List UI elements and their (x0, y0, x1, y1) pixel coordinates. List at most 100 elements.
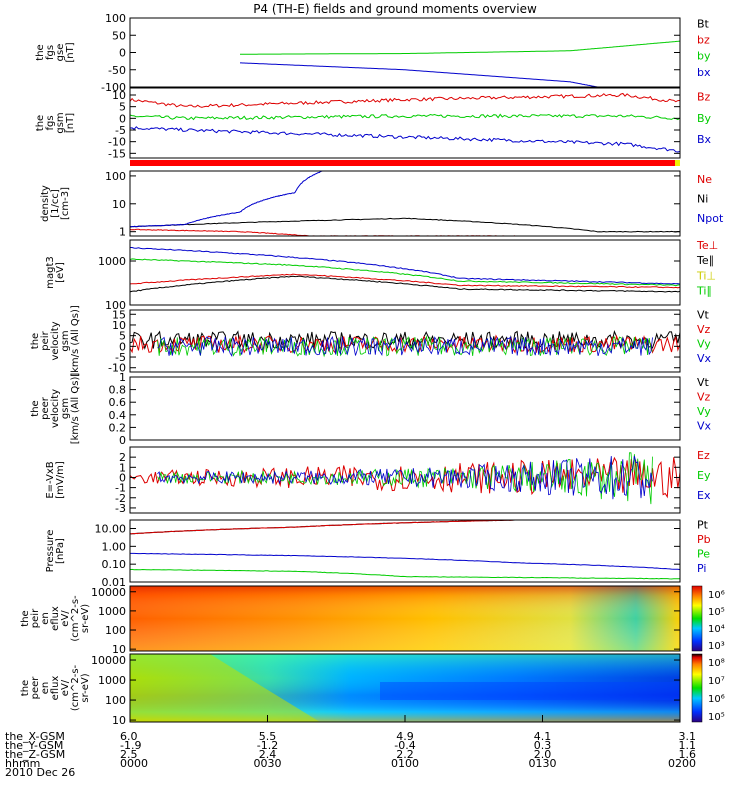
y-axis-label: gse (55, 44, 66, 62)
panel-frame (129, 309, 681, 373)
y-axis-label: the (35, 44, 46, 60)
series-line (129, 456, 681, 499)
legend-entry: Vy (697, 405, 711, 418)
legend-entry: Ti∥ (696, 284, 712, 297)
colorbar-tick-label: 10⁵ (708, 712, 725, 723)
series-line-noise (157, 455, 653, 500)
y-tick-label: 10000 (91, 654, 126, 667)
legend-entry: bx (697, 66, 711, 79)
panel-frame (129, 585, 681, 652)
y-axis-label: en (40, 612, 51, 625)
y-tick-label: 10 (112, 198, 126, 211)
legend-entry: Vy (697, 337, 711, 350)
y-axis-label: [nT] (65, 42, 76, 62)
y-axis-label: eflux (50, 676, 61, 701)
y-tick-label: 100 (105, 12, 126, 25)
series-line (129, 113, 681, 121)
y-tick-label: 0.2 (109, 421, 127, 434)
series-line (129, 126, 681, 153)
y-tick-label: 10 (112, 89, 126, 102)
panel-peer_eflux: 10⁸ 10⁷ 10⁶ 10⁵ 10000 1000 100 10 the peer en eflux… (20, 653, 725, 727)
y-tick-label: 100 (105, 170, 126, 183)
x-tick-value: 5.5 (259, 730, 277, 743)
y-axis-label: sr-eV) (80, 604, 91, 633)
heatmap-band-low (380, 682, 680, 700)
x-tick-value: 0.3 (534, 739, 552, 752)
y-axis-label: density (40, 185, 51, 222)
y-tick-label: 50 (112, 29, 126, 42)
y-axis-label: the (30, 333, 41, 349)
y-tick-label: 0.6 (109, 396, 127, 409)
legend-entry: Te∥ (696, 254, 714, 267)
panel-peer_velocity: 10.80.60.40.20 the peer velocity gsm [km/s (A… (30, 371, 712, 447)
legend-entry: Pt (697, 519, 709, 532)
colorbar-peir_eflux (691, 585, 703, 652)
series-line (129, 228, 516, 237)
y-tick-label: 1 (119, 371, 126, 384)
colorbar-tick-label: 10⁶ (708, 590, 725, 601)
y-axis-label: fgs (45, 115, 56, 130)
panel-frame (129, 170, 681, 237)
series-line (129, 92, 681, 108)
legend-entry: Ex (697, 489, 711, 502)
panel-frame (129, 17, 681, 88)
x-tick-value: 0000 (120, 757, 148, 770)
y-tick-label: -5 (115, 124, 126, 137)
y-axis-label: eV/ (60, 679, 71, 696)
x-tick-value: 0200 (668, 757, 696, 770)
y-axis-label: [mV/m] (55, 461, 66, 499)
x-tick-value: 2.4 (259, 748, 277, 761)
y-axis-label: the (30, 400, 41, 416)
y-tick-label: 10 (112, 319, 126, 332)
panel-e_field: 210-1-2-3 E=-VxB [mV/m] Ez Ey Ex (45, 446, 711, 515)
x-axis-row-label: 2010 Dec 26 (5, 766, 75, 779)
colorbar-tick-label: 10⁶ (708, 694, 725, 705)
colorbar-tick-label: 10⁸ (708, 658, 725, 669)
legend-entry: Ey (697, 469, 711, 482)
x-axis-row-label: the_X-GSM (5, 730, 65, 743)
y-axis-label: E=-VxB (45, 461, 56, 498)
y-axis-label: velocity (50, 321, 61, 360)
x-tick-value: 2.5 (120, 748, 138, 761)
series-line (129, 568, 680, 580)
y-tick-label: -5 (115, 351, 126, 364)
series-line (129, 170, 323, 228)
x-tick-value: 3.1 (679, 730, 697, 743)
colorbar-peer_eflux (691, 653, 703, 723)
x-tick-value: 4.1 (534, 730, 552, 743)
colorbar-tick-label: 10³ (708, 641, 725, 652)
legend-entry: Vx (697, 352, 712, 365)
y-tick-label: 15 (112, 308, 126, 321)
y-tick-label: 1000 (98, 255, 126, 268)
y-tick-label: 100 (105, 694, 126, 707)
legend-entry: Pb (697, 533, 711, 546)
y-axis-label: peir (30, 608, 41, 628)
colorbar-tick-label: 10⁵ (708, 607, 725, 618)
series-line (129, 330, 681, 350)
y-axis-label: en (40, 682, 51, 695)
legend-entry: Bx (697, 133, 712, 146)
x-tick-value: 2.0 (534, 748, 552, 761)
legend-entry: Te⊥ (696, 239, 718, 252)
x-axis-row-label: hhmm (5, 757, 40, 770)
y-tick-label: 10 (112, 643, 126, 656)
y-axis-label: (cm^2-s- (70, 595, 81, 642)
legend-entry: Ez (697, 449, 710, 462)
status-bar-end (675, 160, 680, 166)
y-axis-label: gsm (60, 330, 71, 351)
legend-entry: by (697, 50, 711, 63)
panel-frame (129, 87, 681, 159)
y-tick-label: 1.00 (102, 540, 127, 553)
y-axis-label: Pressure (45, 530, 56, 573)
panel-magt3: 1000 100 magt3 [eV] Te⊥ Te∥ Ti⊥ Ti∥ (45, 239, 718, 312)
y-tick-label: 0 (119, 434, 126, 447)
y-tick-label: 0 (119, 340, 126, 353)
x-tick-value: 2.2 (396, 748, 414, 761)
panel-density: 100 10 1 density [1/cc] [cm-3] Ne Ni Npot (40, 170, 724, 239)
chart-title: P4 (TH-E) fields and ground moments over… (253, 2, 537, 16)
panel-frame (129, 376, 681, 441)
x-tick-value: -1.9 (120, 739, 141, 752)
